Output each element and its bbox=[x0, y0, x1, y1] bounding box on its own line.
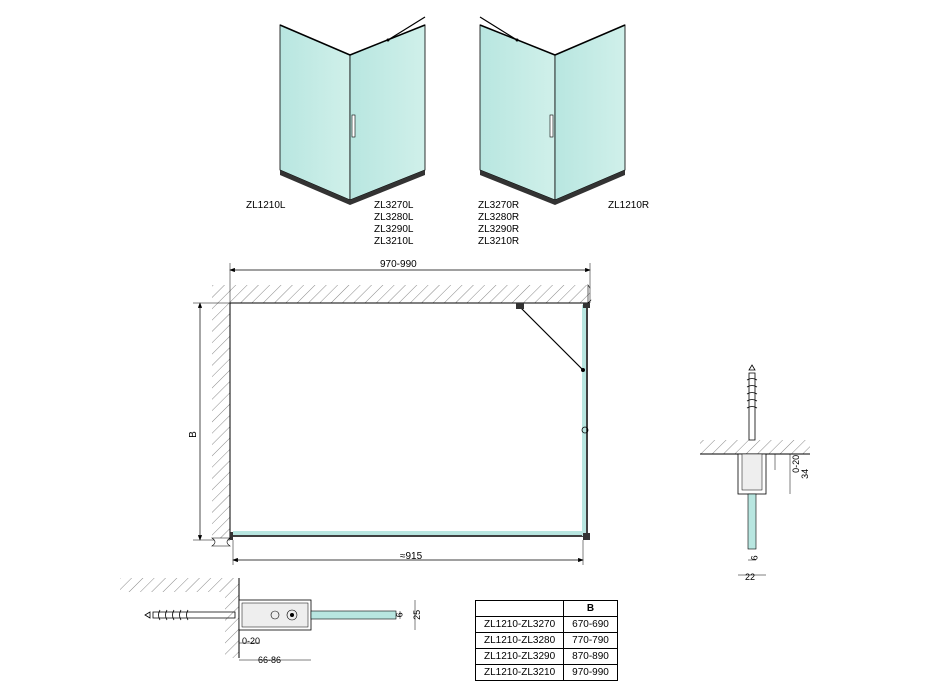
db-c: 6 bbox=[395, 612, 407, 617]
iso-views bbox=[0, 0, 928, 250]
dr-b: 34 bbox=[800, 469, 812, 479]
iso-right-label: ZL1210R bbox=[608, 199, 649, 212]
plan-view bbox=[170, 260, 670, 590]
db-d: 25 bbox=[412, 610, 424, 620]
r0c1: 670-690 bbox=[564, 617, 618, 633]
detail-bottom bbox=[120, 578, 420, 688]
r3c1: 970-990 bbox=[564, 665, 618, 681]
dr-c: 6 bbox=[750, 555, 762, 560]
dimension-table: B ZL1210-ZL3270 670-690 ZL1210-ZL3280 77… bbox=[475, 600, 618, 681]
plan-top-dim: 970-990 bbox=[380, 258, 417, 271]
r2c1: 870-890 bbox=[564, 649, 618, 665]
r3c0: ZL1210-ZL3210 bbox=[476, 665, 564, 681]
plan-bottom-dim: ≈915 bbox=[400, 550, 422, 563]
r0c0: ZL1210-ZL3270 bbox=[476, 617, 564, 633]
th0 bbox=[476, 601, 564, 617]
r2c0: ZL1210-ZL3290 bbox=[476, 649, 564, 665]
r1c0: ZL1210-ZL3280 bbox=[476, 633, 564, 649]
iso-left-r3: ZL3210L bbox=[374, 235, 413, 248]
db-b: 66-86 bbox=[258, 655, 281, 667]
iso-right-l3: ZL3210R bbox=[478, 235, 519, 248]
r1c1: 770-790 bbox=[564, 633, 618, 649]
th1: B bbox=[564, 601, 618, 617]
plan-left-dim: B bbox=[187, 431, 200, 438]
dr-d: 22 bbox=[745, 572, 755, 584]
iso-left-label: ZL1210L bbox=[246, 199, 285, 212]
diagram-container: ZL1210L ZL3270L ZL3280L ZL3290L ZL3210L … bbox=[0, 0, 928, 686]
db-a: 0-20 bbox=[242, 636, 260, 648]
